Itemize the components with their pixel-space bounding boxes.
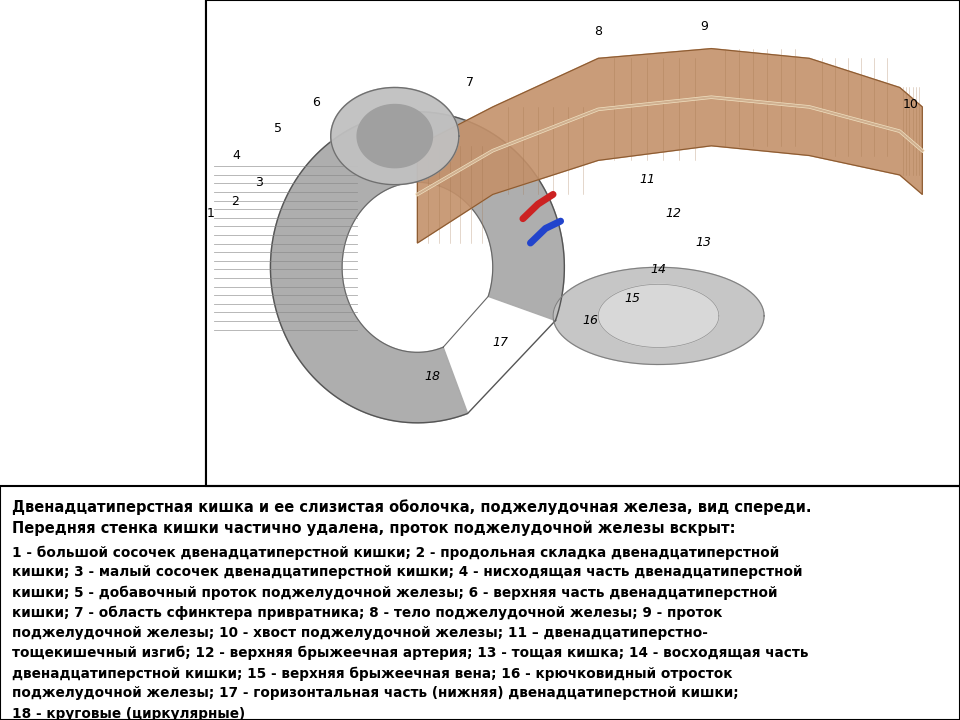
Text: 11: 11 xyxy=(639,174,656,186)
Text: 2: 2 xyxy=(231,195,239,208)
Text: кишки; 3 - малый сосочек двенадцатиперстной кишки; 4 - нисходящая часть двенадца: кишки; 3 - малый сосочек двенадцатиперст… xyxy=(12,565,802,580)
Text: 14: 14 xyxy=(651,264,666,276)
Text: 10: 10 xyxy=(903,98,919,111)
Bar xyxy=(206,0,960,486)
Text: кишки; 5 - добавочный проток поджелудочной железы; 6 - верхняя часть двенадцатип: кишки; 5 - добавочный проток поджелудочн… xyxy=(12,585,777,600)
Text: 17: 17 xyxy=(492,336,508,349)
Polygon shape xyxy=(598,284,719,348)
Text: тощекишечный изгиб; 12 - верхняя брыжеечная артерия; 13 - тощая кишка; 14 - восх: тощекишечный изгиб; 12 - верхняя брыжееч… xyxy=(12,646,808,660)
Polygon shape xyxy=(418,49,923,243)
Text: 5: 5 xyxy=(274,122,282,135)
Bar xyxy=(0,486,960,720)
Bar xyxy=(206,0,960,486)
Text: кишки; 7 - область сфинктера привратника; 8 - тело поджелудочной железы; 9 - про: кишки; 7 - область сфинктера привратника… xyxy=(12,606,722,620)
Polygon shape xyxy=(331,88,459,184)
Text: поджелудочной железы; 17 - горизонтальная часть (нижняя) двенадцатиперстной кишк: поджелудочной железы; 17 - горизонтальна… xyxy=(12,686,738,701)
Text: 1 - большой сосочек двенадцатиперстной кишки; 2 - продольная складка двенадцатип: 1 - большой сосочек двенадцатиперстной к… xyxy=(12,545,779,559)
Polygon shape xyxy=(357,104,432,168)
Polygon shape xyxy=(553,267,764,364)
Text: 15: 15 xyxy=(624,292,640,305)
Text: 9: 9 xyxy=(700,20,708,33)
Text: поджелудочной железы; 10 - хвост поджелудочной железы; 11 – двенадцатиперстно-: поджелудочной железы; 10 - хвост поджелу… xyxy=(12,626,708,640)
Text: 6: 6 xyxy=(312,96,320,109)
Text: 4: 4 xyxy=(232,149,241,162)
Text: Передняя стенка кишки частично удалена, проток поджелудочной железы вскрыт:: Передняя стенка кишки частично удалена, … xyxy=(12,520,735,536)
Polygon shape xyxy=(271,112,564,423)
Text: 7: 7 xyxy=(467,76,474,89)
Text: Двенадцатиперстная кишка и ее слизистая оболочка, поджелудочная железа, вид спер: Двенадцатиперстная кишка и ее слизистая … xyxy=(12,499,811,515)
Text: 1: 1 xyxy=(206,207,214,220)
Text: двенадцатиперстной кишки; 15 - верхняя брыжеечная вена; 16 - крючковидный отрост: двенадцатиперстной кишки; 15 - верхняя б… xyxy=(12,666,732,680)
Bar xyxy=(206,0,960,486)
Text: 18 - круговые (циркулярные): 18 - круговые (циркулярные) xyxy=(12,706,245,720)
Text: 18: 18 xyxy=(424,370,441,383)
Text: 13: 13 xyxy=(696,236,711,250)
Text: 12: 12 xyxy=(665,207,682,220)
Text: 8: 8 xyxy=(594,25,602,38)
Text: 16: 16 xyxy=(583,314,599,328)
Text: 3: 3 xyxy=(255,176,263,189)
